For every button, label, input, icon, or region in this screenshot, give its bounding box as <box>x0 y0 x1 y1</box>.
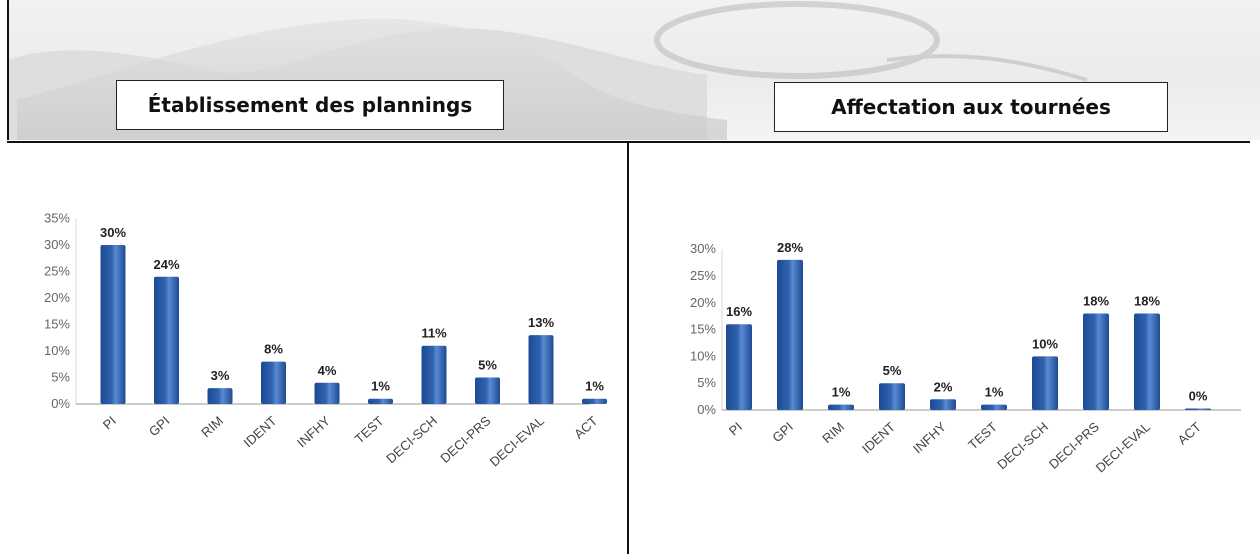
x-tick-label: ACT <box>1175 419 1204 448</box>
x-tick-label: DECI-SCH <box>994 419 1051 472</box>
title-plannings: Établissement des plannings <box>147 93 473 117</box>
bar <box>475 377 500 404</box>
y-tick-label: 0% <box>697 402 716 417</box>
data-label: 2% <box>934 379 953 394</box>
bar <box>421 345 447 404</box>
x-tick-label: DECI-EVAL <box>1093 419 1153 475</box>
data-label: 1% <box>585 379 604 394</box>
x-tick-label: RIM <box>198 413 226 440</box>
x-tick-label: DECI-SCH <box>383 413 440 466</box>
y-tick-label: 10% <box>44 343 70 358</box>
x-tick-label: IDENT <box>240 413 279 450</box>
data-label: 4% <box>318 363 337 378</box>
data-label: 8% <box>264 342 283 357</box>
bar <box>726 324 752 410</box>
x-tick-label: GPI <box>146 413 173 439</box>
y-tick-label: 30% <box>44 237 70 252</box>
y-tick-label: 30% <box>690 241 716 256</box>
x-tick-label: INFHY <box>910 419 949 456</box>
y-tick-label: 5% <box>51 370 70 385</box>
x-tick-label: INFHY <box>294 413 333 450</box>
bar <box>1032 356 1058 410</box>
x-tick-label: PI <box>100 413 119 432</box>
y-tick-label: 25% <box>44 264 70 279</box>
title-tournees: Affectation aux tournées <box>831 95 1111 119</box>
panel-vertical-divider <box>627 143 629 554</box>
bar <box>368 398 393 404</box>
bar <box>154 276 179 404</box>
data-label: 1% <box>985 385 1004 400</box>
chart-panel-tournees: 0% 5% 10% 15% 20% 25% 30% 16% PI 28% GPI 1% RIM 5% IDE… <box>629 143 1260 554</box>
data-label: 24% <box>153 257 179 272</box>
bar <box>261 361 286 404</box>
y-tick-label: 25% <box>690 268 716 283</box>
data-label: 1% <box>371 379 390 394</box>
bar <box>207 388 233 404</box>
y-tick-label: 15% <box>690 322 716 337</box>
bar <box>582 398 607 404</box>
bar <box>981 404 1007 410</box>
data-label: 18% <box>1083 294 1109 309</box>
data-label: 18% <box>1134 294 1160 309</box>
data-label: 13% <box>528 315 554 330</box>
title-box-tournees: Affectation aux tournées <box>774 82 1168 132</box>
bar <box>1185 408 1211 410</box>
x-tick-label: TEST <box>965 419 1000 452</box>
data-label: 5% <box>478 358 497 373</box>
x-tick-label: TEST <box>352 413 387 446</box>
x-tick-label: DECI-EVAL <box>487 413 547 469</box>
bar-chart-tournees: 0% 5% 10% 15% 20% 25% 30% 16% PI 28% GPI 1% RIM 5% IDE… <box>690 240 1241 476</box>
y-tick-label: 20% <box>690 295 716 310</box>
x-tick-label: RIM <box>819 419 847 446</box>
header-left-border <box>7 0 9 140</box>
y-tick-label: 15% <box>44 317 70 332</box>
bar <box>1134 313 1160 410</box>
data-label: 10% <box>1032 336 1058 351</box>
data-label: 1% <box>832 385 851 400</box>
bar <box>528 335 554 404</box>
data-label: 16% <box>726 304 752 319</box>
bar <box>777 259 803 410</box>
data-label: 0% <box>1189 389 1208 404</box>
y-tick-label: 0% <box>51 396 70 411</box>
data-label: 5% <box>883 363 902 378</box>
x-tick-label: DECI-PRS <box>437 413 493 466</box>
bar <box>1083 313 1109 410</box>
x-tick-label: ACT <box>571 413 600 442</box>
data-label: 28% <box>777 240 803 255</box>
bar <box>828 404 854 410</box>
data-label: 11% <box>421 326 447 341</box>
bar <box>100 245 126 404</box>
title-box-plannings: Établissement des plannings <box>116 80 504 130</box>
data-label: 30% <box>100 225 126 240</box>
bar <box>314 382 340 404</box>
x-tick-label: PI <box>726 419 745 438</box>
bar <box>930 399 956 410</box>
y-tick-label: 5% <box>697 375 716 390</box>
data-label: 3% <box>211 368 230 383</box>
bar-chart-plannings: 0% 5% 10% 15% 20% 25% 30% 35% 30% PI 24% GPI 3% RIM 8%… <box>44 211 607 470</box>
chart-panel-plannings: 0% 5% 10% 15% 20% 25% 30% 35% 30% PI 24% GPI 3% RIM 8%… <box>0 143 627 554</box>
x-tick-label: GPI <box>769 419 796 445</box>
header-bottom-divider <box>7 141 1250 143</box>
y-tick-label: 35% <box>44 211 70 226</box>
x-tick-label: IDENT <box>859 419 898 456</box>
bar <box>879 383 905 410</box>
y-tick-label: 20% <box>44 290 70 305</box>
y-tick-label: 10% <box>690 348 716 363</box>
